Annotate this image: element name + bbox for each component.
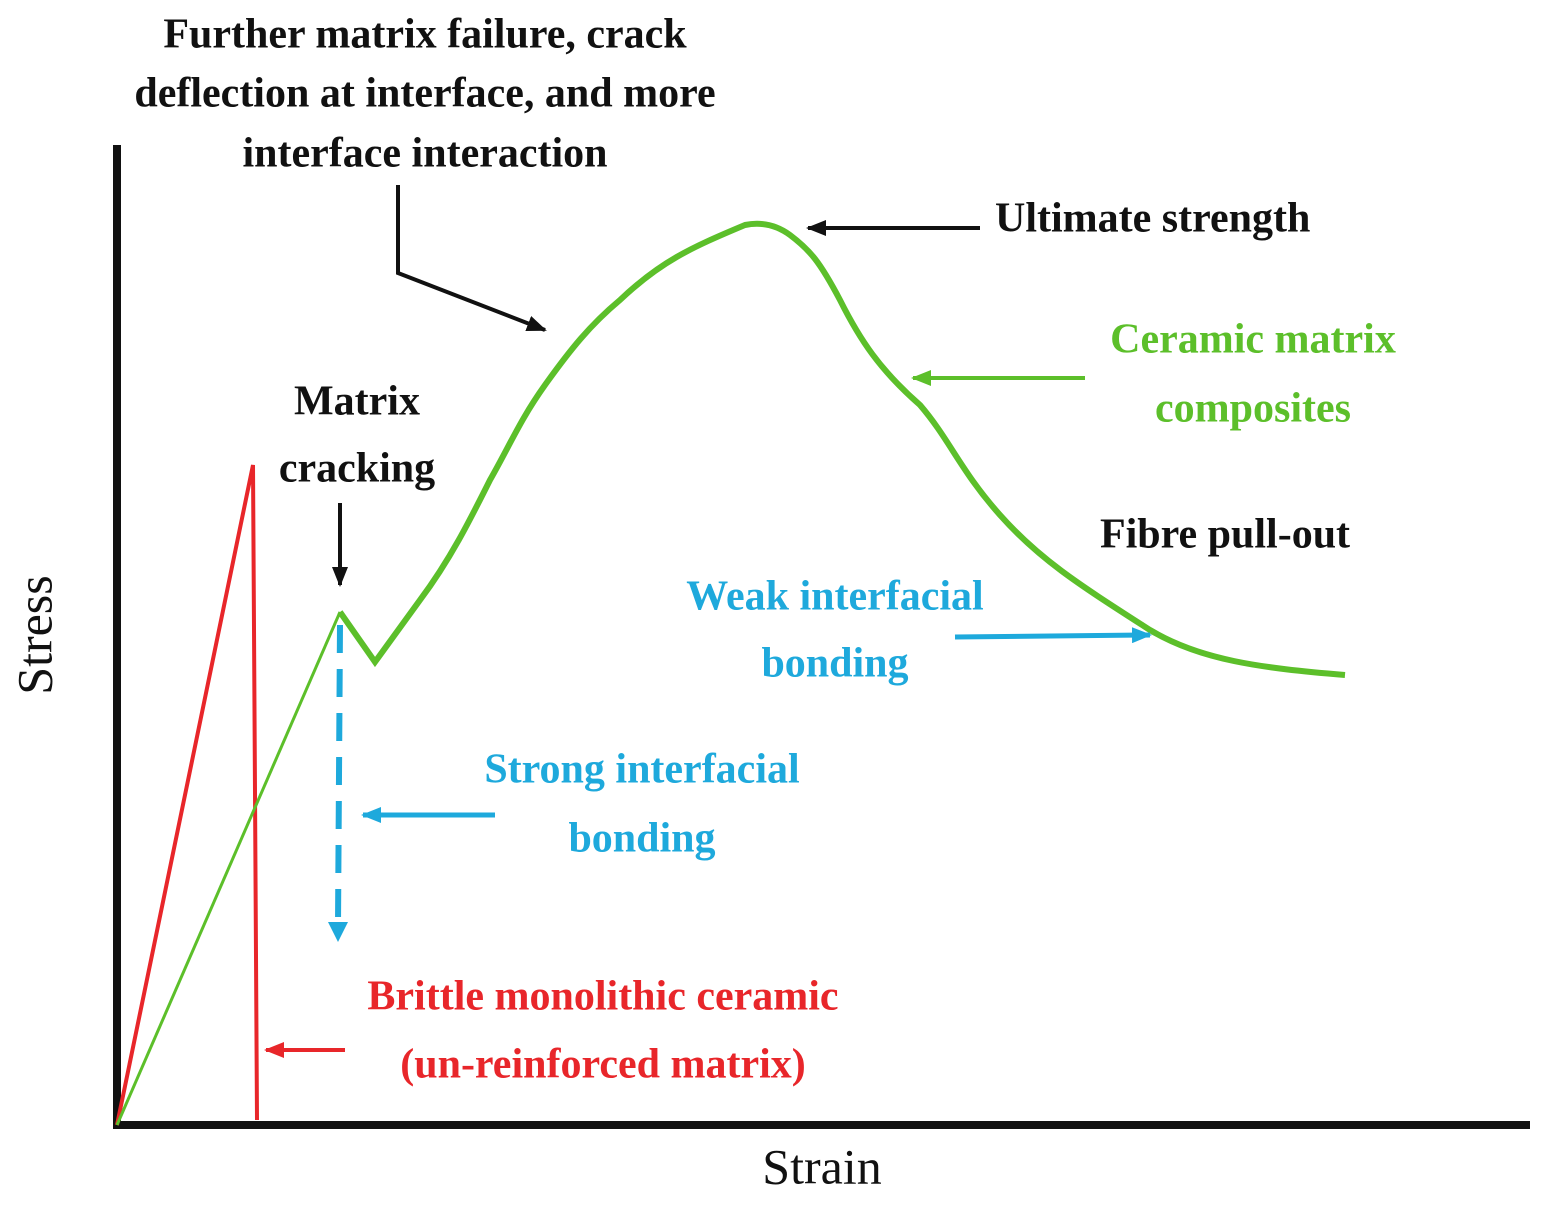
brittle-curve <box>115 464 259 1126</box>
annotation: cracking <box>279 446 435 492</box>
arrow <box>396 185 547 332</box>
annotation: Ceramic matrix <box>1110 317 1396 363</box>
annotation: Matrix <box>294 379 420 425</box>
annotation: interface interaction <box>242 131 607 177</box>
annotation: Ultimate strength <box>995 196 1310 242</box>
annotation: Weak interfacial <box>686 574 983 620</box>
composite-curve-elastic <box>115 611 342 1126</box>
arrow <box>954 627 1152 644</box>
composite-curve <box>337 220 1346 678</box>
annotation: bonding <box>568 816 715 862</box>
annotation: composites <box>1155 386 1351 432</box>
annotation: (un-reinforced matrix) <box>400 1042 806 1088</box>
annotation: Fibre pull-out <box>1100 512 1350 558</box>
x-axis-label: Strain <box>762 1138 881 1194</box>
annotation: Brittle monolithic ceramic <box>367 974 838 1020</box>
annotation: Strong interfacial <box>484 747 799 793</box>
annotation: bonding <box>761 641 908 687</box>
drop-arrowhead <box>328 922 348 942</box>
strong-bonding-drop <box>335 624 343 926</box>
annotation: Further matrix failure, crack <box>163 12 687 58</box>
annotation: deflection at interface, and more <box>134 71 715 117</box>
y-axis-label: Stress <box>6 575 62 694</box>
